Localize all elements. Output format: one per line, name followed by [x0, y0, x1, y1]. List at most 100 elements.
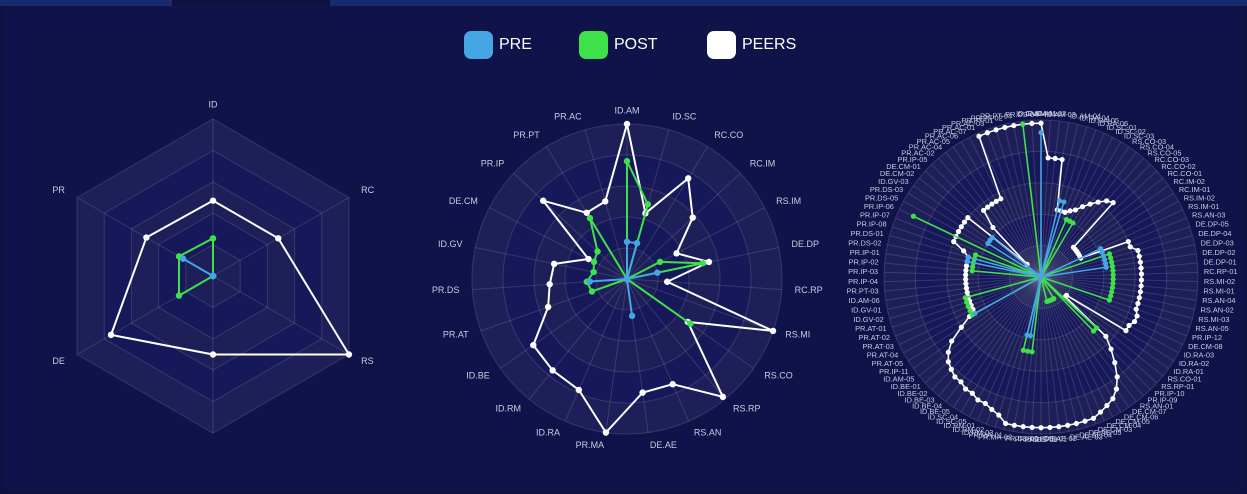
series-dot: [1038, 274, 1044, 280]
spoke: [994, 126, 1042, 278]
category-label: ID.GV-03: [878, 177, 908, 186]
category-label: DE.DP-01: [1203, 257, 1236, 266]
series-dot: [1029, 120, 1035, 127]
series-dot: [590, 258, 598, 266]
series-dot: [1002, 420, 1009, 427]
spoke: [968, 276, 1042, 417]
series-dot: [961, 219, 968, 225]
category-label: PR.PT-02: [971, 114, 1003, 123]
series-dot: [585, 255, 592, 263]
category-label: RS.MI: [785, 330, 810, 340]
category-label: PR.IP-05: [897, 155, 927, 164]
category-label: DE.CM-01: [886, 162, 921, 171]
series-dot: [1082, 418, 1088, 424]
series-dot: [1131, 318, 1138, 325]
category-label: ID.SC-03: [1124, 132, 1154, 141]
spoke: [895, 217, 1042, 278]
series-dot: [1104, 402, 1110, 409]
series-dot: [143, 234, 150, 241]
series-dot: [1073, 420, 1080, 427]
category-label: DE.AE-02: [1044, 434, 1077, 443]
spoke: [985, 129, 1042, 278]
spoke: [1040, 185, 1169, 278]
category-label: PR.PT: [513, 130, 540, 140]
spoke: [1040, 164, 1151, 278]
category-label: PR.IP-08: [857, 220, 887, 229]
category-label: RS.AN-04: [1202, 296, 1235, 305]
series-dot: [958, 224, 964, 230]
category-label: RS.AN-03: [1192, 211, 1225, 220]
series-dot: [1106, 297, 1113, 303]
category-label: PR.IP-12: [1192, 333, 1222, 342]
series-dot: [583, 209, 590, 216]
category-label: RS.CO-05: [1147, 148, 1181, 157]
series-dot: [1029, 349, 1035, 355]
series-dot: [1062, 209, 1068, 215]
radar-chart: ID.AM ID.SC RC.CO RC.IM RS.IM DE.DP RC.RP RS.MI…: [432, 105, 823, 449]
series-dot: [654, 269, 661, 276]
series-dot: [982, 400, 988, 407]
radar-chart: ID.AM-01ID.AM-02ID.AM-03ID.AM-04ID.RA-04…: [847, 109, 1238, 444]
series-dot: [955, 228, 962, 235]
category-label: PR.AT: [443, 330, 469, 340]
series-dot: [639, 389, 646, 396]
category-label: ID.GV: [438, 239, 463, 249]
spoke: [500, 278, 628, 369]
category-label: PR.IP-02: [849, 257, 879, 266]
series-dot: [769, 327, 777, 335]
spoke: [1031, 120, 1042, 278]
category-label: ID.BE-03: [905, 395, 935, 404]
spoke: [1003, 124, 1042, 278]
category-label: ID.GV-02: [853, 315, 883, 324]
category-label: DE.CM-06: [1124, 412, 1159, 421]
spoke: [1040, 276, 1197, 301]
series-dot: [1059, 156, 1065, 163]
category-label: RS.MI-03: [1198, 315, 1229, 324]
category-label: RS.MI-02: [1204, 277, 1235, 286]
series-dot: [1020, 121, 1026, 127]
spoke: [1040, 121, 1061, 278]
category-label: RC.CO-01: [1168, 169, 1203, 178]
category-label: DE.AE-04: [1079, 430, 1112, 439]
series-dot: [669, 381, 676, 388]
spoke: [885, 253, 1042, 278]
spoke: [1040, 276, 1198, 283]
category-label: PR.PT-01: [961, 116, 993, 125]
category-label: ID.RM-02: [953, 425, 985, 434]
spoke: [1040, 276, 1195, 310]
spoke: [1040, 146, 1130, 278]
spoke: [626, 146, 708, 280]
category-label: RS.RP-01: [1161, 382, 1194, 391]
series-dot: [1025, 348, 1031, 354]
series-dot: [963, 263, 970, 269]
spoke: [1040, 276, 1144, 397]
series-dot: [958, 379, 964, 385]
series-dot: [975, 397, 981, 403]
series-dot: [1056, 424, 1062, 430]
spoke: [489, 207, 628, 280]
spoke: [1040, 235, 1193, 278]
series-dot: [623, 120, 631, 128]
series-dot: [1110, 200, 1116, 206]
category-label: ID.RA-02: [1179, 359, 1209, 368]
series-dot: [1138, 277, 1145, 283]
spoke: [212, 275, 350, 355]
category-label: DE.CM-02: [880, 169, 915, 178]
series-dot: [602, 429, 610, 436]
category-label: PR: [52, 185, 65, 195]
category-label: PR.AC-05: [917, 137, 950, 146]
category-label: RS.CO-01: [1168, 375, 1202, 384]
spoke: [977, 133, 1042, 278]
category-label: ID.RA-01: [1173, 367, 1203, 376]
series-dot: [550, 260, 558, 268]
series-dot: [633, 239, 641, 247]
category-label: RS.CO-04: [1140, 142, 1174, 151]
series-dot: [964, 299, 970, 305]
series-dot: [345, 351, 353, 358]
spoke: [945, 151, 1042, 278]
category-label: ID.SC-04: [928, 412, 958, 421]
category-label: PR.MA: [576, 440, 605, 450]
series-dot: [963, 285, 970, 291]
category-label: RC.CO-03: [1155, 155, 1190, 164]
legend-swatch: [579, 31, 608, 59]
